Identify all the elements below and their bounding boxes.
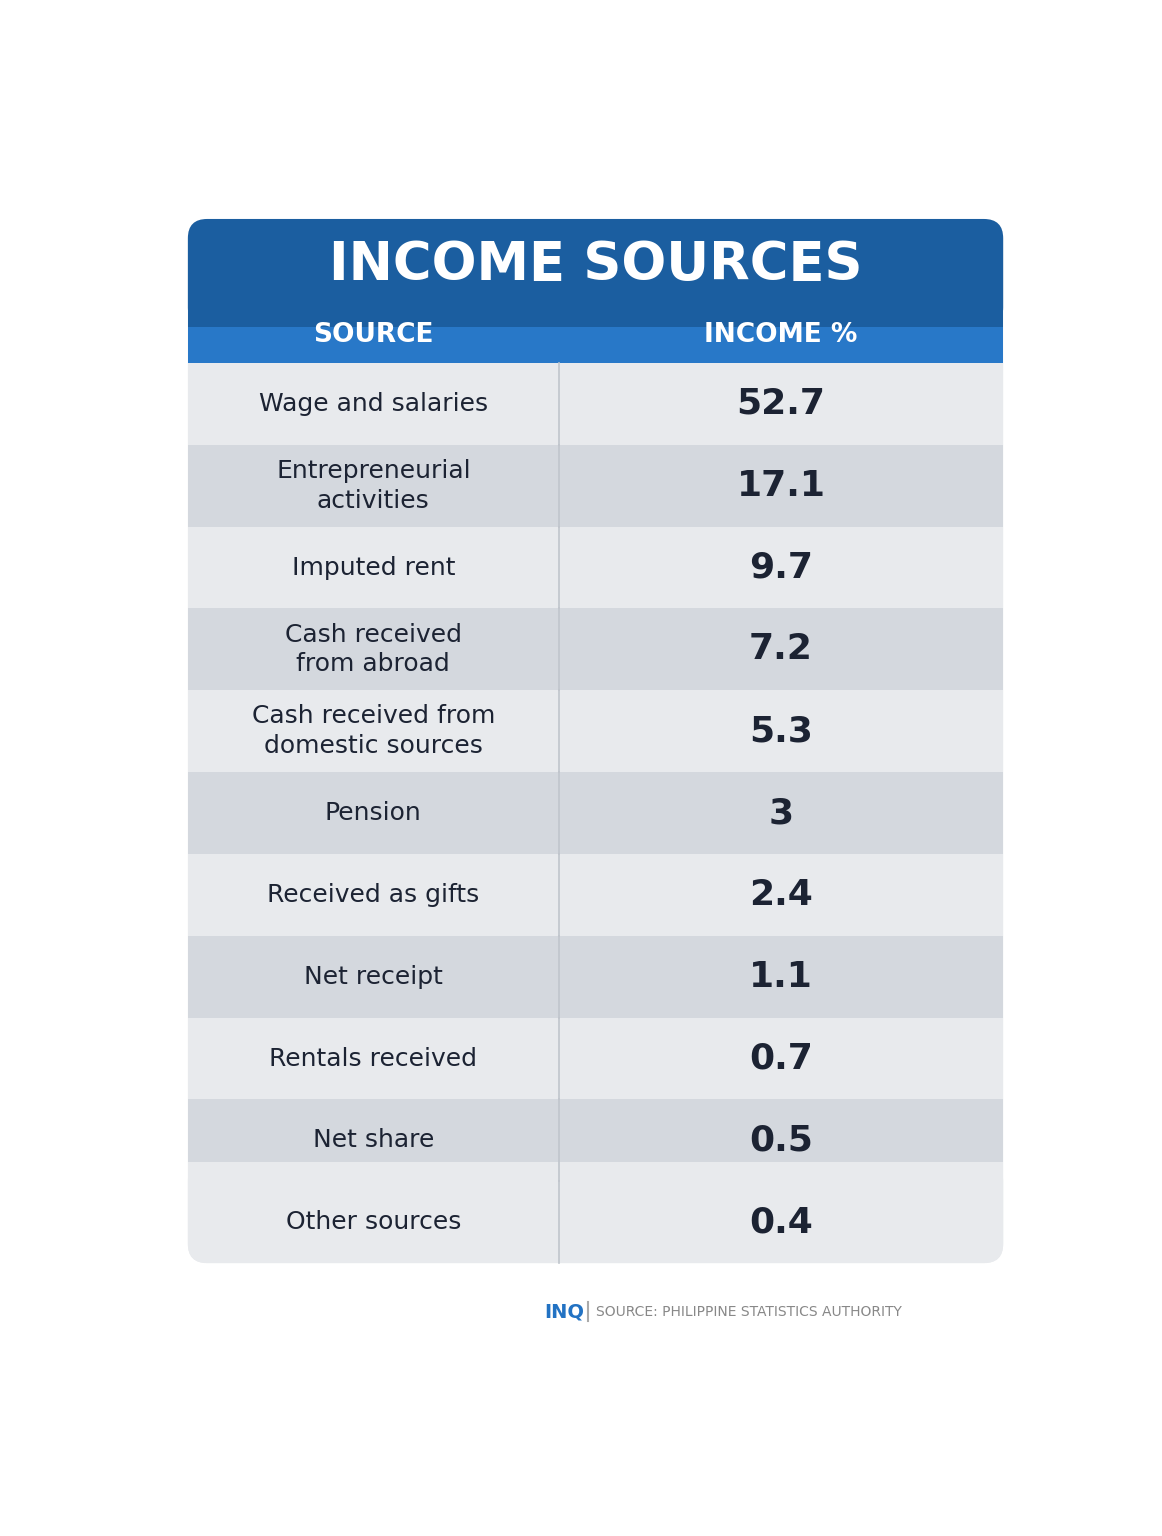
Bar	[188, 307, 1003, 327]
Text: Cash received
from abroad: Cash received from abroad	[285, 622, 461, 676]
Text: Pension: Pension	[325, 802, 422, 825]
Text: 17.1: 17.1	[737, 468, 825, 502]
Text: Cash received from
domestic sources: Cash received from domestic sources	[252, 705, 495, 759]
Text: 0.4: 0.4	[749, 1206, 813, 1240]
Text: Other sources: Other sources	[286, 1210, 461, 1233]
Text: Entrepreneurial
activities: Entrepreneurial activities	[277, 459, 471, 513]
Text: 0.5: 0.5	[749, 1123, 813, 1157]
Text: Imputed rent: Imputed rent	[292, 556, 456, 579]
Text: INCOME %: INCOME %	[704, 323, 858, 349]
FancyBboxPatch shape	[188, 1163, 1003, 1263]
Text: INQ: INQ	[544, 1303, 583, 1321]
Bar	[188, 527, 1003, 608]
Text: 3: 3	[768, 796, 794, 829]
Text: 7.2: 7.2	[749, 633, 813, 667]
Text: 0.7: 0.7	[749, 1041, 813, 1075]
Bar	[188, 1163, 1003, 1181]
Text: SOURCE: PHILIPPINE STATISTICS AUTHORITY: SOURCE: PHILIPPINE STATISTICS AUTHORITY	[595, 1304, 902, 1318]
Bar	[188, 690, 1003, 773]
Bar	[188, 362, 1003, 445]
Text: 5.3: 5.3	[749, 714, 813, 748]
Bar	[188, 445, 1003, 527]
Text: Rentals received: Rentals received	[270, 1046, 478, 1071]
Text: SOURCE: SOURCE	[313, 323, 433, 349]
Bar	[188, 307, 1003, 362]
Bar	[188, 935, 1003, 1018]
Text: Net share: Net share	[313, 1129, 435, 1152]
Bar	[188, 1100, 1003, 1181]
FancyBboxPatch shape	[188, 220, 1003, 1263]
Text: 2.4: 2.4	[749, 879, 813, 912]
Text: 1.1: 1.1	[749, 960, 813, 994]
Text: 9.7: 9.7	[749, 550, 813, 585]
Bar	[188, 854, 1003, 935]
Text: 52.7: 52.7	[737, 387, 825, 421]
Bar	[188, 1018, 1003, 1100]
Text: Wage and salaries: Wage and salaries	[259, 392, 488, 416]
FancyBboxPatch shape	[188, 220, 1003, 327]
Bar	[188, 608, 1003, 690]
Bar	[188, 773, 1003, 854]
Text: INCOME SOURCES: INCOME SOURCES	[329, 240, 862, 290]
Text: Received as gifts: Received as gifts	[267, 883, 480, 906]
Text: Net receipt: Net receipt	[304, 965, 443, 989]
